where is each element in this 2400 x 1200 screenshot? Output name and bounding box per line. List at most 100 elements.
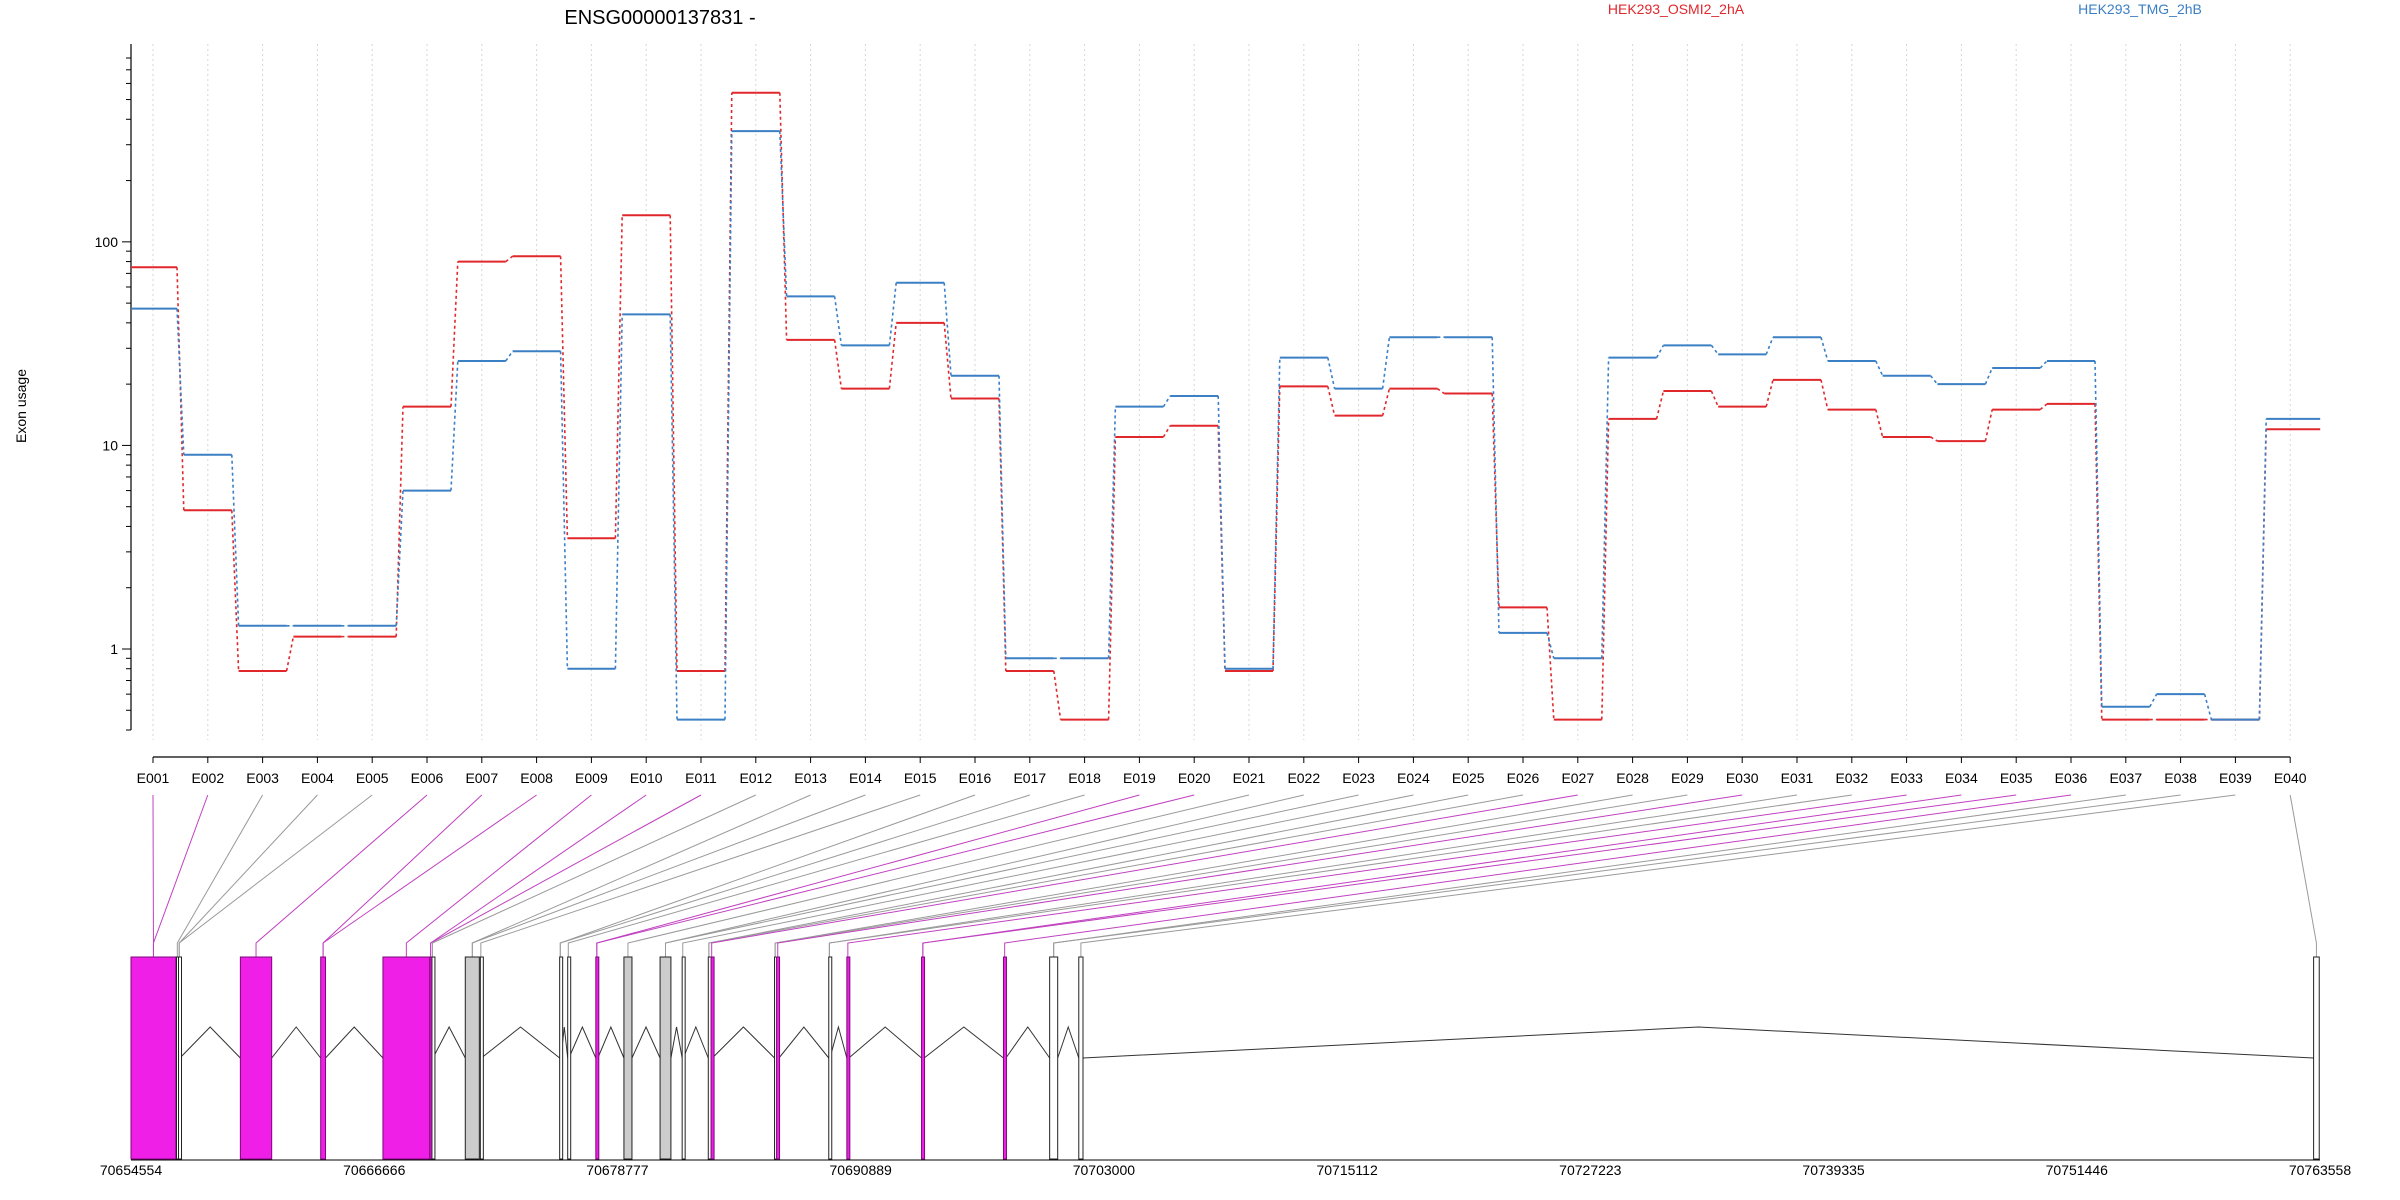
genomic-tick-label: 70703000 — [1073, 1162, 1136, 1178]
transition — [1984, 409, 1993, 442]
exon-box-e013 — [595, 956, 600, 1160]
transition — [1053, 670, 1062, 720]
connector-e008 — [322, 794, 537, 957]
exon-box-e008 — [431, 956, 436, 1160]
intron-e005 — [325, 1026, 384, 1059]
connector-e036 — [1004, 794, 2072, 957]
genomic-tick-label: 70739335 — [1802, 1162, 1865, 1178]
y-tick-label: 10 — [102, 437, 118, 453]
transition — [1820, 337, 1829, 362]
exon-box-e016 — [681, 956, 686, 1160]
connector-e017 — [559, 794, 1030, 957]
exon-box-e009 — [464, 956, 480, 1160]
genomic-tick-label: 70690889 — [830, 1162, 893, 1178]
connector-e021 — [627, 794, 1250, 957]
exon-box-e026 — [1078, 956, 1084, 1160]
transition — [2258, 418, 2267, 720]
transition — [1655, 390, 1665, 420]
transition — [1710, 344, 1719, 355]
x-tick-label-e024: E024 — [1397, 770, 1430, 786]
genomic-tick-label: 70715112 — [1316, 1162, 1377, 1178]
genomic-tick-label: 70666666 — [343, 1162, 406, 1178]
transition — [998, 375, 1007, 659]
x-tick-label-e015: E015 — [904, 770, 937, 786]
intron-e004 — [271, 1026, 322, 1059]
gene-model — [130, 956, 2320, 1160]
x-tick-label-e011: E011 — [685, 770, 717, 786]
transition — [1327, 357, 1336, 389]
x-tick-label-e021: E021 — [1233, 770, 1266, 786]
intron-e025 — [1057, 1025, 1080, 1059]
intron-e018 — [711, 1026, 775, 1059]
x-tick-label-e013: E013 — [794, 770, 827, 786]
exon-box-e021 — [828, 956, 833, 1160]
connector-e005 — [178, 794, 373, 957]
connector-e027 — [711, 794, 1578, 957]
x-tick-label-e040: E040 — [2274, 770, 2307, 786]
exon-box-e005 — [320, 956, 327, 1160]
intron-e012 — [568, 1025, 597, 1059]
connector-e039 — [1080, 794, 2236, 957]
transition — [395, 406, 404, 637]
axes: 1 10 100 — [95, 44, 2291, 763]
transition — [1984, 367, 1993, 385]
exon-box-e023 — [921, 956, 926, 1160]
x-tick-label-e038: E038 — [2164, 770, 2197, 786]
transition — [395, 490, 404, 626]
connector-e038 — [1053, 794, 2181, 957]
transition — [888, 282, 897, 346]
exon-box-e014 — [623, 956, 633, 1160]
connector-e015 — [480, 794, 921, 957]
exon-box-e006 — [382, 956, 431, 1160]
transition — [1930, 436, 1938, 442]
transition — [176, 308, 185, 455]
y-tick-label: 1 — [110, 641, 118, 657]
transition — [1162, 395, 1171, 408]
x-tick-label-e033: E033 — [1890, 770, 1923, 786]
transition — [1601, 418, 1610, 720]
connector-e002 — [152, 794, 209, 957]
intron-e021 — [829, 1025, 848, 1059]
connector-e003 — [176, 794, 264, 957]
exon-box-e025 — [1049, 956, 1059, 1160]
transition — [450, 360, 459, 491]
x-tick-label-e014: E014 — [849, 770, 882, 786]
transition — [2203, 693, 2213, 720]
transition — [505, 255, 514, 263]
exon-gridlines — [152, 44, 2291, 740]
genomic-tick-label: 70763558 — [2289, 1162, 2352, 1178]
genomic-tick-label: 70678777 — [586, 1162, 649, 1178]
connector-e014 — [471, 794, 866, 957]
x-tick-label-e037: E037 — [2109, 770, 2142, 786]
intron-e013 — [597, 1025, 625, 1059]
x-tick-label-e030: E030 — [1726, 770, 1759, 786]
series-tmg — [131, 130, 2321, 721]
transition — [1875, 409, 1884, 438]
x-tick-label-e004: E004 — [301, 770, 334, 786]
connector-e023 — [664, 794, 1359, 957]
x-tick-label-e006: E006 — [411, 770, 444, 786]
genomic-tick-label: 70727223 — [1559, 1162, 1622, 1178]
transition — [1107, 436, 1117, 720]
x-tick-label-e022: E022 — [1287, 770, 1320, 786]
x-tick-label-e010: E010 — [630, 770, 663, 786]
connector-e033 — [847, 794, 1907, 957]
x-tick-label-e034: E034 — [1945, 770, 1978, 786]
exon-box-e024 — [1002, 956, 1007, 1160]
x-tick-label-e031: E031 — [1781, 770, 1814, 786]
transition — [614, 314, 623, 669]
transition — [1929, 375, 1939, 385]
transition — [2149, 693, 2158, 708]
transition — [1765, 379, 1774, 407]
connector-e011 — [430, 794, 702, 957]
connector-e012 — [431, 794, 757, 957]
x-tick-label-e017: E017 — [1013, 770, 1046, 786]
genomic-coordinate-labels: 70654554 70666666 70678777 70690889 70703000… — [100, 1159, 2352, 1178]
exon-box-e015 — [659, 956, 672, 1160]
genomic-tick-label: 70654554 — [100, 1162, 163, 1178]
transition — [833, 339, 843, 389]
x-tick-label-e016: E016 — [959, 770, 992, 786]
connector-e035 — [922, 794, 2017, 957]
x-tick-label-e019: E019 — [1123, 770, 1156, 786]
